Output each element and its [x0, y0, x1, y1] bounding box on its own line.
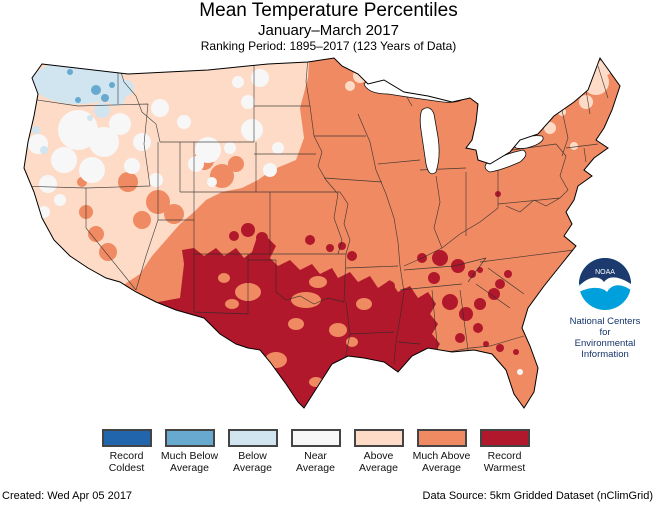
legend-item-2: Below Average: [221, 429, 284, 474]
ranking-period: Ranking Period: 1895–2017 (123 Years of …: [200, 39, 457, 53]
noaa-caption-line1: National Centers for: [569, 316, 641, 338]
legend-label-1: Much Below Average: [160, 450, 219, 474]
subtitle: January–March 2017: [258, 22, 399, 39]
legend-label-3: Near Average: [296, 450, 335, 474]
legend-label-5: Much Above Average: [412, 450, 471, 474]
created-date: Created: Wed Apr 05 2017: [2, 490, 133, 502]
data-source: Data Source: 5km Gridded Dataset (nClimG…: [422, 490, 653, 502]
lake-huron: [477, 97, 511, 139]
noaa-caption-line2: Environmental: [574, 338, 636, 349]
legend-item-6: Record Warmest: [473, 429, 536, 474]
legend-swatch-6: [479, 429, 530, 447]
legend-label-4: Above Average: [359, 450, 398, 474]
lake-michigan: [419, 107, 440, 175]
legend-swatch-1: [164, 429, 215, 447]
region-record-warmest: [158, 191, 519, 408]
noaa-caption-line3: Information: [581, 349, 629, 360]
noaa-logo: NOAA National Centers for Environmental …: [563, 258, 647, 360]
lake-erie: [484, 149, 527, 173]
legend-item-0: Record Coldest: [95, 429, 158, 474]
legend-item-5: Much Above Average: [410, 429, 473, 474]
legend-swatch-4: [353, 429, 404, 447]
header: Mean Temperature Percentiles January–Mar…: [0, 0, 657, 53]
us-percentile-map: NOAA National Centers for Environmental …: [8, 52, 648, 428]
legend-swatch-3: [290, 429, 341, 447]
legend-item-4: Above Average: [347, 429, 410, 474]
legend-item-1: Much Below Average: [158, 429, 221, 474]
conus-outline: [23, 56, 621, 409]
page-title: Mean Temperature Percentiles: [199, 0, 458, 21]
legend-swatch-0: [101, 429, 152, 447]
noaa-logo-icon: NOAA: [579, 258, 631, 310]
legend-label-2: Below Average: [233, 450, 272, 474]
region-much-below-average: [67, 69, 115, 103]
state-borders: [24, 58, 609, 365]
noaa-caption: National Centers for Environmental Infor…: [563, 316, 647, 360]
region-near-average: [28, 69, 523, 375]
legend: Record Coldest Much Below Average Below Av…: [95, 429, 545, 474]
legend-label-6: Record Warmest: [483, 450, 526, 474]
noaa-swoosh-icon: [579, 277, 631, 292]
legend-swatch-2: [227, 429, 278, 447]
noaa-logo-text: NOAA: [595, 269, 615, 276]
legend-swatch-5: [416, 429, 467, 447]
noaa-logo-top: [579, 258, 631, 284]
legend-label-0: Record Coldest: [108, 450, 145, 474]
conus-map-svg: [23, 56, 621, 409]
legend-item-3: Near Average: [284, 429, 347, 474]
